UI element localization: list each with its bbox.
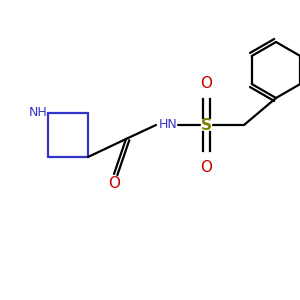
Text: O: O bbox=[200, 76, 212, 91]
Text: O: O bbox=[108, 176, 120, 190]
Text: S: S bbox=[200, 118, 211, 133]
Text: NH: NH bbox=[28, 106, 47, 119]
Text: O: O bbox=[200, 160, 212, 175]
Text: HN: HN bbox=[159, 118, 177, 131]
